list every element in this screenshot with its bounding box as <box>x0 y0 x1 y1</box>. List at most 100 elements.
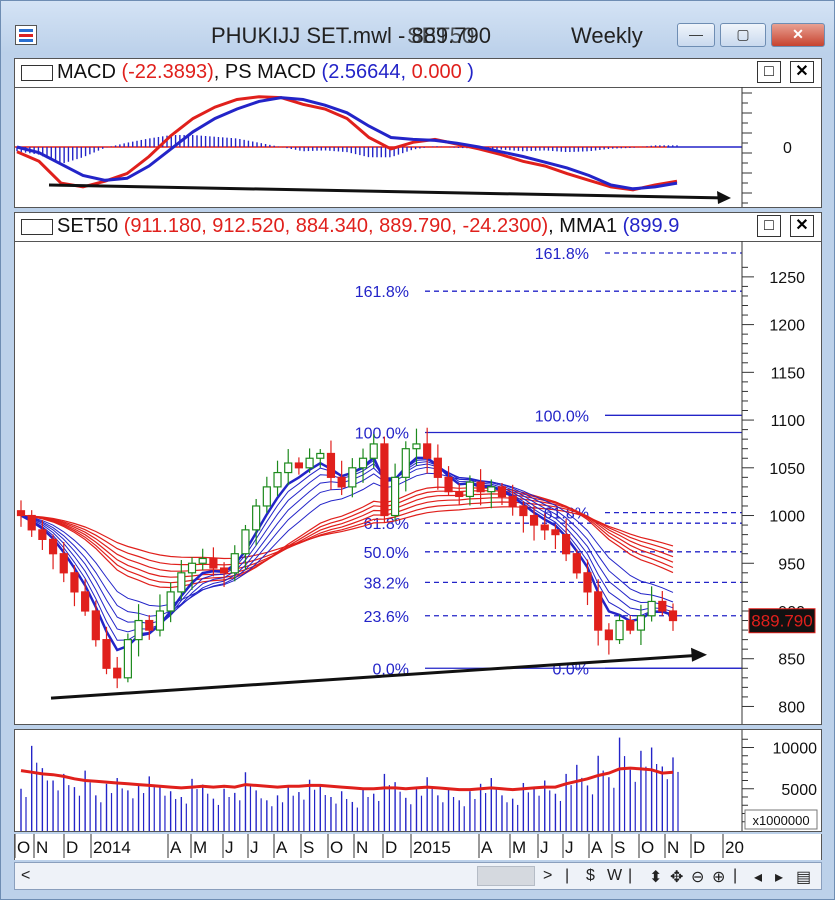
date-axis: O N D 2014 A M J J A S O N D 2015 A M J J A S O N D 20 <box>14 834 822 860</box>
date-axis-label: J <box>250 838 259 857</box>
candle-body <box>626 619 635 631</box>
toolbar-tool-button[interactable]: ⬍ <box>649 869 663 886</box>
price-legend: SET50 (911.180, 912.520, 884.340, 889.79… <box>57 215 680 237</box>
date-axis-label: N <box>356 838 368 857</box>
date-axis-label: S <box>614 838 625 857</box>
candle-body <box>444 476 453 493</box>
date-axis-label: A <box>276 838 288 857</box>
price-restore-button[interactable]: □ <box>757 215 781 237</box>
period-label: Weekly <box>571 23 643 48</box>
last-price-box <box>748 608 816 634</box>
price-axis-label: 1050 <box>769 461 805 478</box>
candle-body <box>123 639 132 679</box>
date-axis-label: O <box>17 838 30 857</box>
pane-icon <box>21 219 53 235</box>
horizontal-scrollbar[interactable]: < > | $ W | ⬍ ✥ ⊖ ⊕ | ◂ ▸ ▤ <box>14 862 822 890</box>
ps-macd-value-2: 0.000 <box>411 61 462 83</box>
ps-macd-sep: , <box>400 61 412 83</box>
date-axis-label: A <box>591 838 603 857</box>
pane-icon <box>21 65 53 81</box>
price-pane-header: SET50 (911.180, 912.520, 884.340, 889.79… <box>15 213 821 242</box>
candle-body <box>27 514 36 531</box>
candle-body <box>423 443 432 459</box>
toolbar-separator: | <box>565 867 570 884</box>
candle-body <box>177 572 186 593</box>
toolbar-tool-button[interactable]: W <box>607 867 623 884</box>
date-axis-label: N <box>36 838 48 857</box>
toolbar-tool-button[interactable]: ⊕ <box>712 869 726 886</box>
ps-macd-value-1: 2.56644 <box>328 61 401 83</box>
support-trend-arrowhead <box>691 647 707 662</box>
window-title: PHUKIJJ SET.mwl - 889.790 <box>211 23 491 48</box>
date-axis-label: M <box>193 838 207 857</box>
candle-body <box>358 457 368 469</box>
close-button[interactable]: ✕ <box>771 23 825 47</box>
candle-body <box>198 557 207 564</box>
candle-body <box>540 524 549 531</box>
volume-axis-label: 10000 <box>773 741 818 758</box>
macd-line <box>16 95 678 192</box>
date-axis-label: D <box>693 838 705 857</box>
candle-body <box>412 443 421 450</box>
restore-button[interactable]: ▢ <box>720 23 766 47</box>
candle-body <box>91 610 100 641</box>
candle-body <box>134 619 143 641</box>
ps-macd-line <box>16 96 678 191</box>
candle-body <box>102 639 111 669</box>
candle-body <box>519 505 528 517</box>
candle-body <box>615 619 624 641</box>
date-axis-label: 2014 <box>93 838 131 857</box>
candle-body <box>647 600 656 617</box>
toolbar-tool-button[interactable]: $ <box>586 867 595 884</box>
candle-body <box>166 591 175 612</box>
candle-body <box>38 529 47 540</box>
candle-body <box>16 510 26 517</box>
toolbar-tool-button[interactable]: ✥ <box>670 869 684 886</box>
fib-level-label: 161.8% <box>355 284 409 301</box>
macd-value: (-22.3893) <box>121 61 214 83</box>
mma-fast-line <box>20 466 674 617</box>
candle-body <box>187 562 197 574</box>
volume-average-line <box>20 766 674 792</box>
macd-close-button[interactable]: ✕ <box>790 61 814 83</box>
scroll-right-button[interactable]: > <box>543 867 553 884</box>
toolbar-tool-button[interactable]: ◂ <box>754 869 763 886</box>
price-close-button[interactable]: ✕ <box>790 215 814 237</box>
date-axis-label: A <box>170 838 182 857</box>
toolbar-tool-button[interactable]: ▤ <box>796 869 812 886</box>
minimize-button[interactable]: — <box>677 23 715 47</box>
scroll-left-button[interactable]: < <box>21 867 31 884</box>
price-chart: 161.8%100.0%61.8%50.0%38.2%23.6%0.0%161.… <box>16 241 816 724</box>
fib-level-label: 38.2% <box>364 575 409 592</box>
mma-slow-line <box>20 486 674 589</box>
candle-body <box>241 529 250 555</box>
price-axis-label: 850 <box>778 652 805 669</box>
candle-body <box>583 572 592 593</box>
date-axis-label: M <box>512 838 526 857</box>
support-trend-line <box>50 653 700 700</box>
title-bar[interactable]: PHUKIJJ SET.mwl - 889.790 SET50 Weekly —… <box>1 1 834 53</box>
candle-body <box>497 486 507 498</box>
candle-body <box>369 443 378 459</box>
candle-body <box>145 619 154 631</box>
macd-chart: 0 <box>15 87 792 207</box>
mma-fast-line <box>20 461 674 633</box>
date-axis-label: D <box>385 838 397 857</box>
candle-body <box>348 467 357 488</box>
date-axis-label: D <box>66 838 78 857</box>
mma-fast-line <box>20 463 674 625</box>
window-title-overlap: SET50 <box>407 23 475 48</box>
candle-body <box>273 471 282 488</box>
volume-multiplier: x1000000 <box>752 813 809 828</box>
fib-level-label: 23.6% <box>364 609 409 626</box>
price-pane: SET50 (911.180, 912.520, 884.340, 889.79… <box>14 212 822 725</box>
toolbar-tool-button[interactable]: ▸ <box>775 869 784 886</box>
candle-body <box>433 457 442 478</box>
candle-body <box>316 452 325 459</box>
fib-level-label: 161.8% <box>535 246 589 263</box>
candle-body <box>81 591 90 612</box>
scroll-thumb[interactable] <box>477 866 535 886</box>
macd-restore-button[interactable]: □ <box>757 61 781 83</box>
toolbar-tool-button[interactable]: ⊖ <box>691 869 705 886</box>
